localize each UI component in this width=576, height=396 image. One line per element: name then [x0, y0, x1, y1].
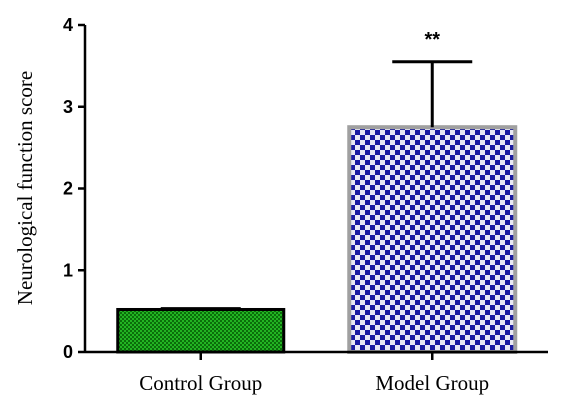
- y-axis-ticks: 0 1 2 3 4: [63, 15, 85, 362]
- y-tick-label: 1: [63, 260, 73, 280]
- bars: [116, 125, 518, 354]
- x-tick-label: Control Group: [139, 371, 262, 395]
- x-tick-label: Model Group: [375, 371, 489, 395]
- annotations: **: [424, 29, 440, 51]
- y-axis-title: Neurological function score: [13, 71, 37, 305]
- significance-annotation: **: [424, 29, 440, 51]
- bar-model-group: [347, 125, 518, 354]
- y-tick-label: 0: [63, 342, 73, 362]
- bar-control-group: [116, 307, 286, 354]
- y-tick-label: 2: [63, 179, 73, 199]
- y-tick-label: 4: [63, 15, 73, 35]
- x-axis-ticks: Control Group Model Group: [139, 352, 489, 395]
- error-bars: [160, 60, 473, 311]
- y-tick-label: 3: [63, 97, 73, 117]
